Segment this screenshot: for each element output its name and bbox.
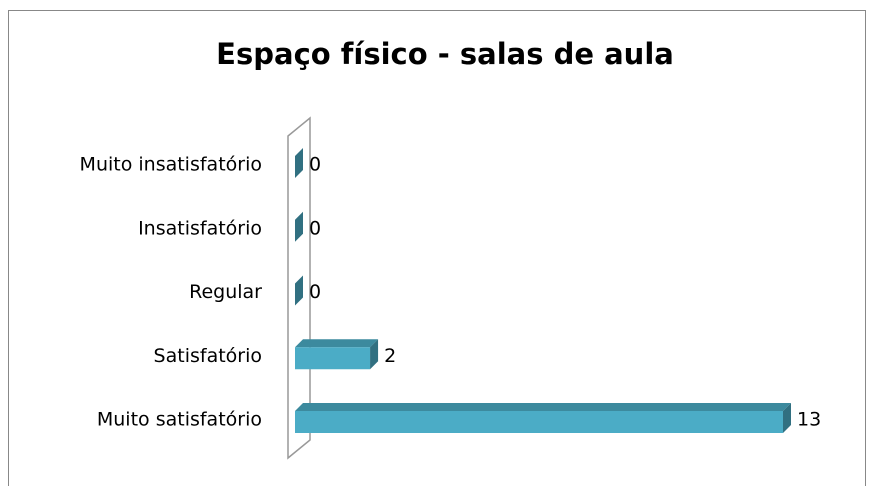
bar [295, 339, 379, 370]
y-tick-label: Muito satisfatório [97, 409, 262, 431]
bar-side [295, 275, 303, 306]
y-tick-label: Regular [189, 281, 262, 303]
data-label: 0 [309, 154, 321, 176]
y-tick-label: Satisfatório [154, 345, 262, 367]
bar-front [295, 411, 783, 433]
bar [295, 148, 303, 178]
bar-front [295, 347, 371, 370]
data-label: 13 [797, 409, 821, 431]
bar-top [295, 339, 379, 348]
data-label: 2 [384, 345, 396, 367]
chart-title: Espaço físico - salas de aula [216, 37, 674, 71]
y-tick-label: Insatisfatório [138, 217, 262, 239]
bar-side [295, 211, 303, 242]
data-label: 0 [309, 217, 321, 239]
bar-side [295, 148, 303, 178]
y-tick-label: Muito insatisfatório [80, 154, 262, 176]
bar [295, 275, 303, 306]
data-label: 0 [309, 281, 321, 303]
bar [295, 403, 791, 433]
bar-top [295, 403, 791, 411]
bar [295, 211, 303, 242]
bar-side [370, 339, 379, 370]
bar-side [783, 403, 791, 433]
